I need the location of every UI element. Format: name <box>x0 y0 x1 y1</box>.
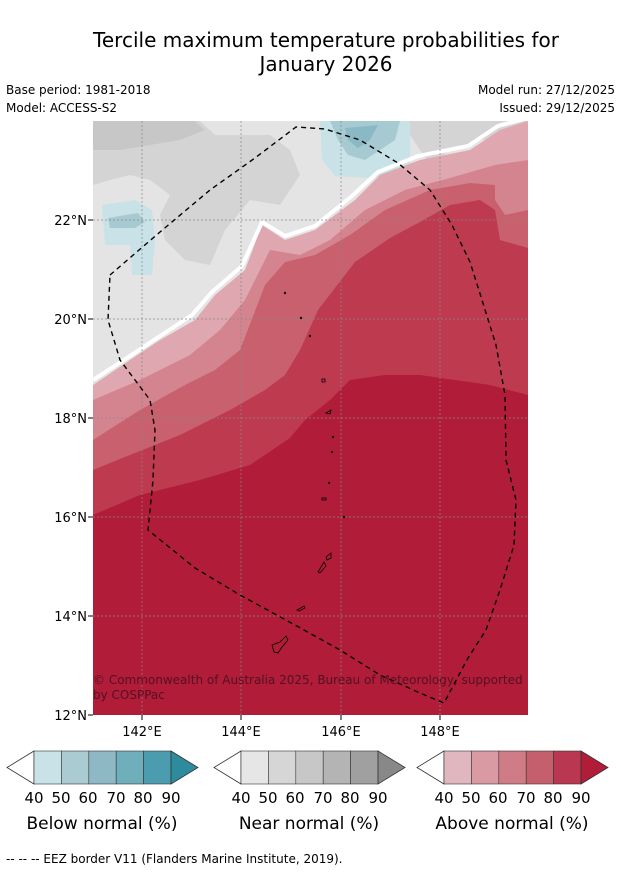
cb-above-tick: 80 <box>543 789 563 807</box>
cb-above-swatch <box>471 750 500 785</box>
cb-near-tick: 40 <box>231 789 251 807</box>
lat-label: 20°N <box>54 313 87 328</box>
axis-ticks <box>88 219 441 720</box>
lon-label: 146°E <box>321 725 361 740</box>
cb-near-tick: 90 <box>368 789 388 807</box>
base-period: Base period: 1981-2018 <box>6 83 151 97</box>
title-line-1: Tercile maximum temperature probabilitie… <box>93 28 559 52</box>
cb-above-swatch <box>525 750 554 785</box>
lat-labels: 22°N 20°N 18°N 16°N 14°N 12°N <box>54 214 87 724</box>
cb-above-tick: 50 <box>461 789 481 807</box>
colorbars <box>6 750 609 785</box>
lon-label: 148°E <box>420 725 460 740</box>
lat-label: 16°N <box>54 511 87 526</box>
lat-label: 12°N <box>54 709 87 724</box>
issued-date: Issued: 29/12/2025 <box>499 101 615 115</box>
cb-near-label: Near normal (%) <box>238 814 380 834</box>
cb-above-tick: 40 <box>434 789 454 807</box>
cb-above-swatch <box>443 750 472 785</box>
lon-label: 144°E <box>221 725 261 740</box>
footer-note: -- -- -- EEZ border V11 (Flanders Marine… <box>6 852 343 866</box>
cb-below-swatch <box>88 750 117 785</box>
lat-label: 22°N <box>54 214 87 229</box>
cb-near-swatch <box>240 750 269 785</box>
cb-below-tick: 80 <box>133 789 153 807</box>
eez-border <box>107 126 517 704</box>
cb-below-swatch <box>143 750 172 785</box>
near-50-region <box>93 121 300 265</box>
copyright-line-2: by COSPPac <box>93 688 165 702</box>
cb-below-tick: 70 <box>106 789 126 807</box>
cb-below-swatch <box>33 750 62 785</box>
cb-below-swatch <box>115 750 144 785</box>
cb-below-high-arrow <box>170 750 199 785</box>
cb-near-low-arrow <box>213 750 242 785</box>
grid-lines <box>93 121 528 715</box>
meta-right: Model run: 27/12/2025 Issued: 29/12/2025 <box>478 81 615 117</box>
title-line-2: January 2026 <box>259 52 393 76</box>
cb-near-swatch <box>350 750 379 785</box>
cb-below-tick: 50 <box>51 789 71 807</box>
cb-above-low-arrow <box>416 750 445 785</box>
cb-near-tick: 60 <box>285 789 305 807</box>
chart-title: Tercile maximum temperature probabilitie… <box>0 28 621 76</box>
near-60-region <box>93 121 205 150</box>
cb-above-swatch <box>553 750 582 785</box>
lat-label: 14°N <box>54 610 87 625</box>
probability-field: © Commonwealth of Australia 2025, Bureau… <box>93 121 528 715</box>
below-50-patch-west <box>108 213 145 228</box>
cb-below-tick: 40 <box>24 789 44 807</box>
cb-above-tick: 60 <box>488 789 508 807</box>
cb-below-tick: 60 <box>78 789 98 807</box>
cb-below-swatch <box>61 750 90 785</box>
white-boundary <box>93 121 525 382</box>
cb-below-tick: 90 <box>161 789 181 807</box>
cb-near-swatch <box>295 750 324 785</box>
model-name: Model: ACCESS-S2 <box>6 101 118 115</box>
below-60-patch-north <box>345 125 378 148</box>
cb-above-tick: 90 <box>571 789 591 807</box>
cb-above-tick: 70 <box>516 789 536 807</box>
lat-label: 18°N <box>54 412 87 427</box>
above-80-region <box>93 375 528 715</box>
cb-near-swatch <box>322 750 351 785</box>
cb-above-high-arrow <box>580 750 609 785</box>
island-outlines <box>271 291 346 654</box>
cb-near-swatch <box>268 750 297 785</box>
cb-above-label: Above normal (%) <box>435 814 589 834</box>
cb-near-tick: 80 <box>340 789 360 807</box>
cb-below-low-arrow <box>6 750 35 785</box>
cb-near-tick: 70 <box>313 789 333 807</box>
meta-left: Base period: 1981-2018 Model: ACCESS-S2 <box>6 81 151 117</box>
lon-labels: 142°E 144°E 146°E 148°E <box>122 725 460 740</box>
cb-below-label: Below normal (%) <box>26 814 178 834</box>
cb-above-swatch <box>498 750 527 785</box>
copyright-line-1: © Commonwealth of Australia 2025, Bureau… <box>93 673 523 687</box>
cb-near-tick: 50 <box>258 789 278 807</box>
model-run: Model run: 27/12/2025 <box>477 83 615 97</box>
cb-near-high-arrow <box>377 750 406 785</box>
lon-label: 142°E <box>122 725 162 740</box>
